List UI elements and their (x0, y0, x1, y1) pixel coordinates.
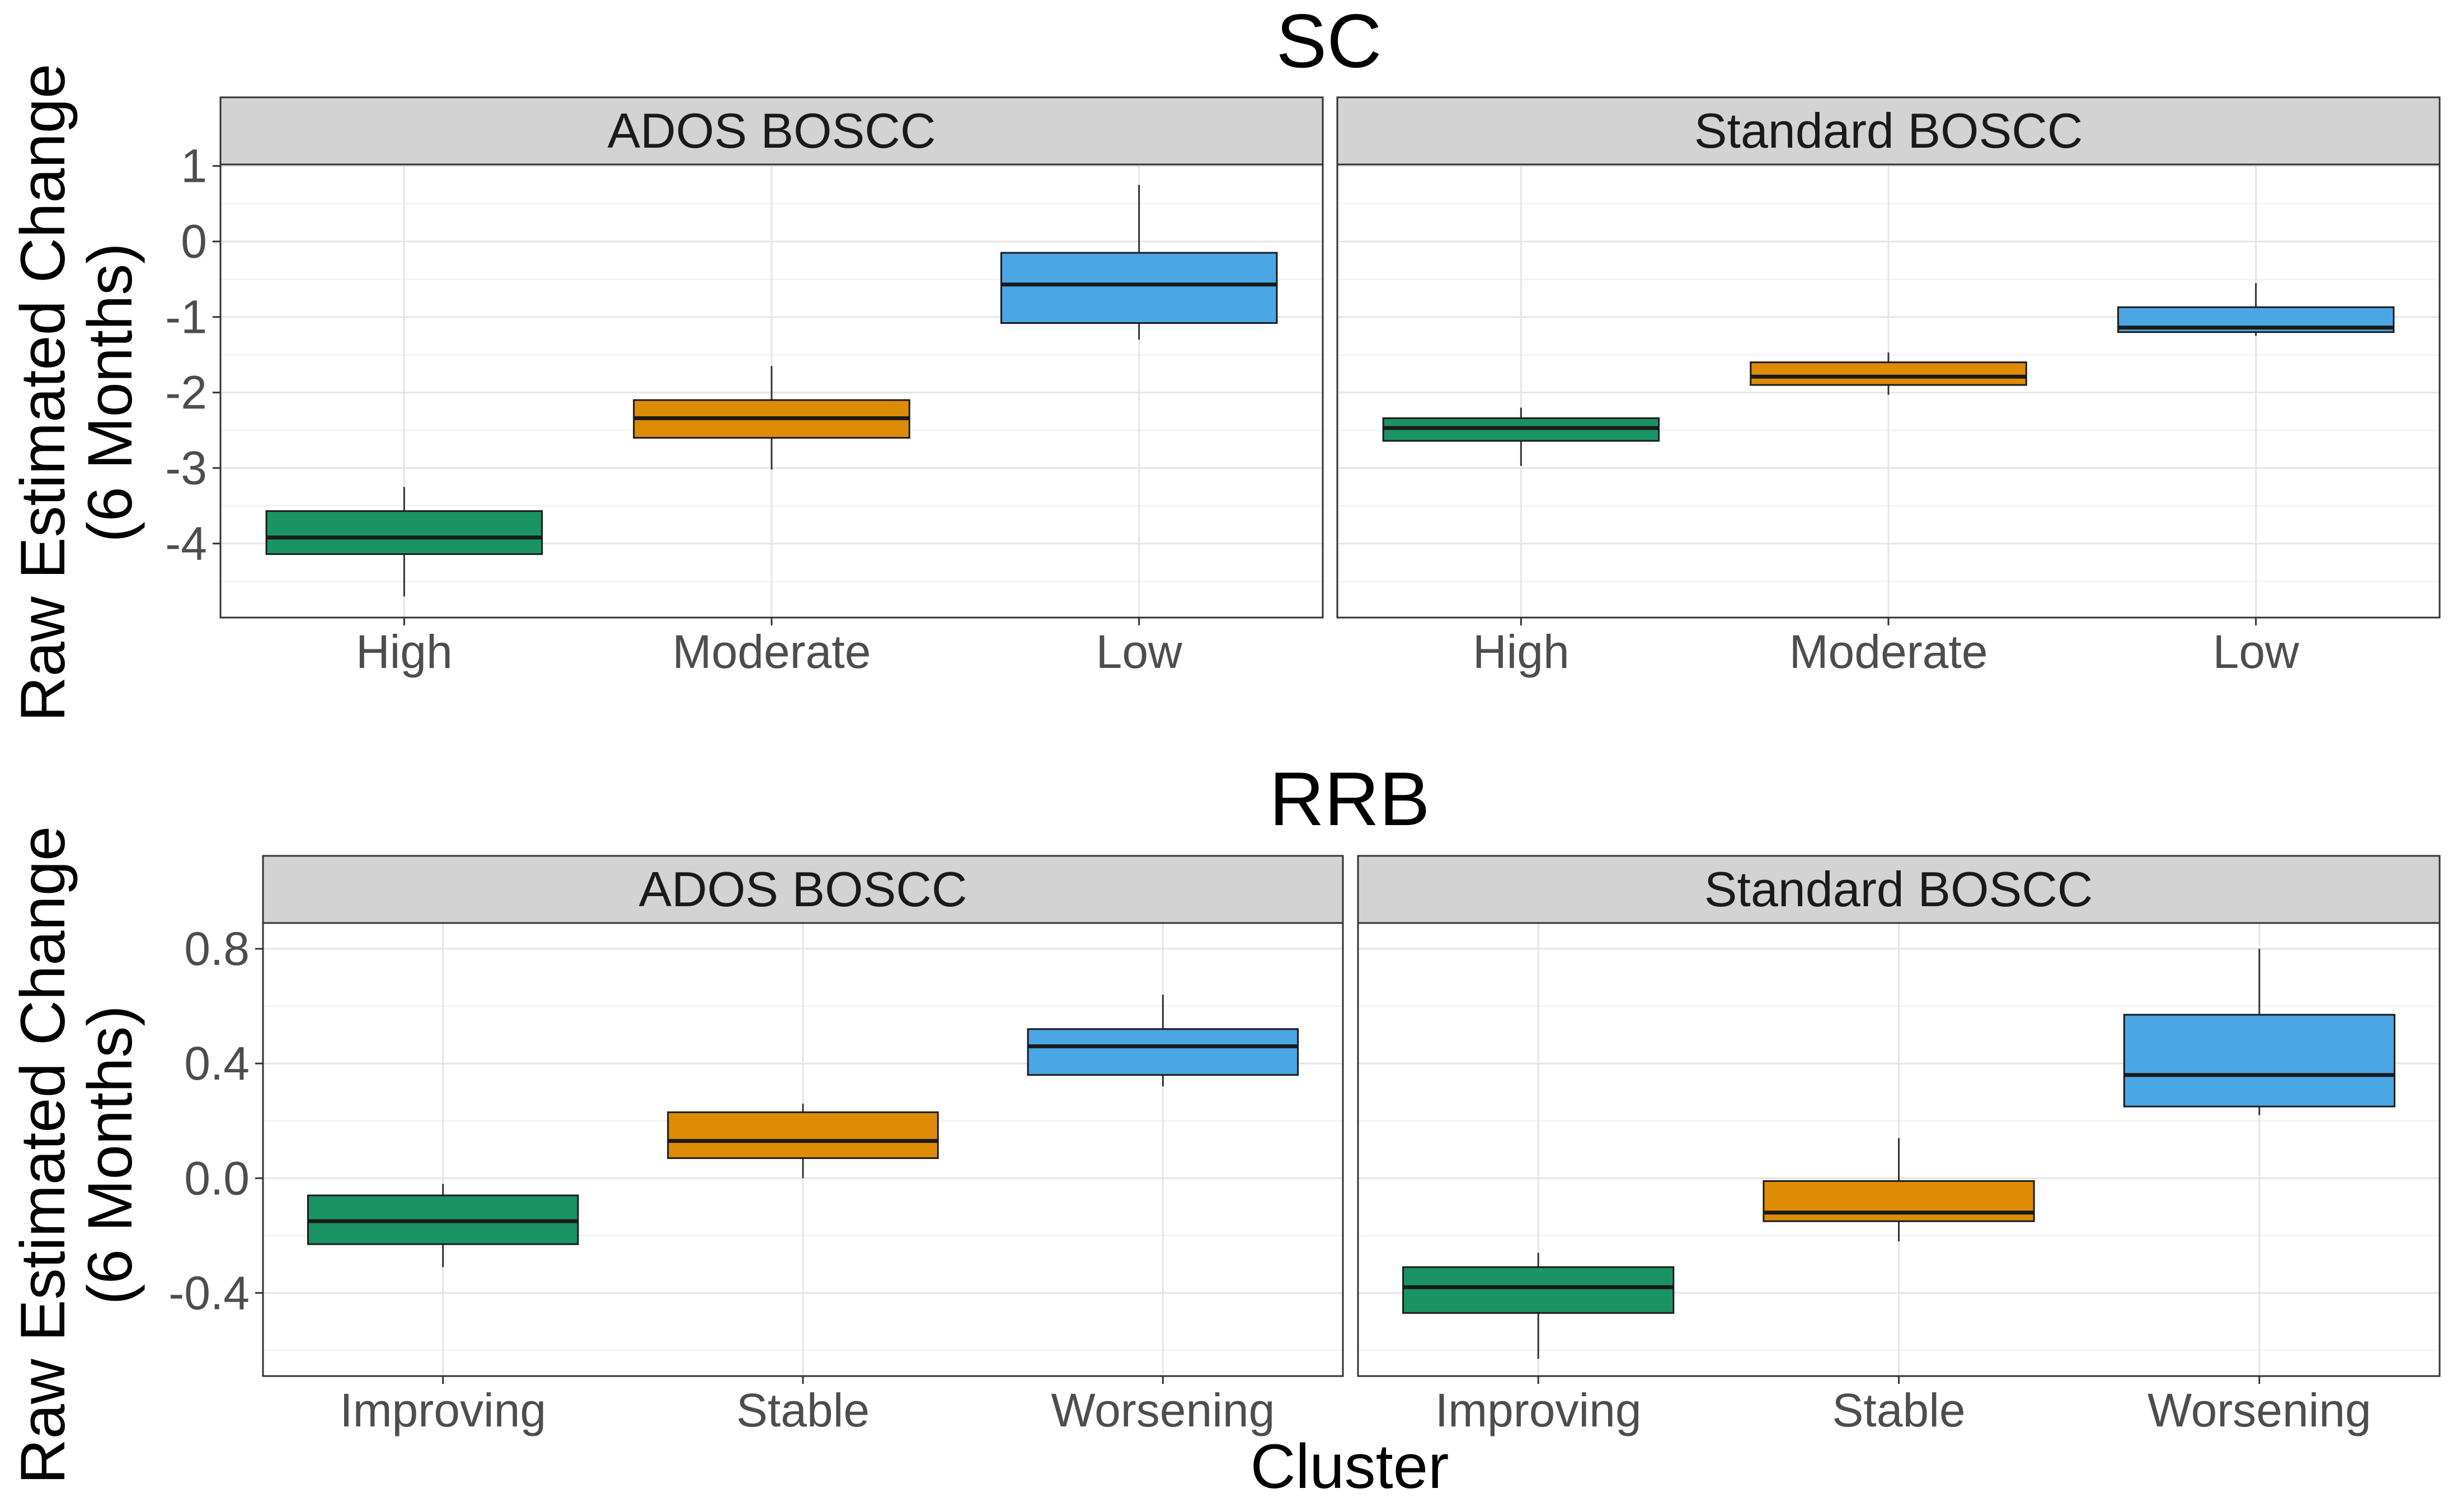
box-worsening (1027, 995, 1299, 1087)
box-iqr (667, 1111, 939, 1159)
strip-bg-rrb-standard (1357, 855, 2441, 924)
boxes-rrb-ados (307, 995, 1299, 1268)
box-high (1382, 407, 1660, 466)
y-tick-label: -1 (165, 291, 207, 343)
y-axis-label-sc-line1: Raw Estimated Change (8, 64, 78, 722)
y-tick-label: 0.4 (184, 1037, 250, 1090)
strip-label-sc-ados: ADOS BOSCC (608, 103, 936, 158)
boxes-sc-standard (1382, 282, 2395, 466)
panel-sc-ados: ADOS BOSCC High Moderate Low (219, 96, 1324, 678)
box-iqr (1763, 1180, 2035, 1222)
strip-bg-rrb-ados (262, 855, 1344, 924)
x-ticks-rrb-standard: Improving Stable Worsening (1435, 1376, 2371, 1436)
x-ticks-sc-ados: High Moderate Low (356, 618, 1182, 678)
box-stable (667, 1103, 939, 1179)
y-tick-label: 0.0 (184, 1152, 250, 1204)
box-low (1000, 185, 1278, 340)
box-iqr (2123, 1014, 2395, 1108)
box-stable (1763, 1138, 2035, 1242)
box-worsening (2123, 949, 2395, 1115)
x-ticks-sc-standard: High Moderate Low (1473, 618, 2299, 678)
panel-sc-standard: Standard BOSCC High Moderate Low (1336, 96, 2441, 678)
x-tick-label: Moderate (1789, 625, 1988, 678)
x-tick-label: Low (2213, 625, 2299, 678)
panel-rrb-standard: Standard BOSCC Improving Stable Worsening (1357, 855, 2441, 1436)
x-tick-label: Low (1096, 625, 1182, 678)
box-iqr (1402, 1266, 1675, 1314)
y-tick-label: -2 (165, 366, 207, 419)
x-tick-label: Stable (736, 1384, 870, 1436)
y-tick-label: 0.8 (184, 922, 250, 975)
x-ticks-rrb-ados: Improving Stable Worsening (340, 1376, 1275, 1436)
box-improving (307, 1184, 579, 1268)
y-tick-label: 1 (181, 140, 207, 192)
chart-title-rrb: RRB (1269, 756, 1430, 841)
box-iqr (1027, 1028, 1299, 1076)
y-axis-label-rrb-line2: (6 Months) (75, 1005, 145, 1304)
box-improving (1402, 1252, 1675, 1359)
box-moderate (633, 366, 910, 470)
strip-bg-sc-standard (1336, 96, 2441, 166)
strip-label-rrb-ados: ADOS BOSCC (639, 861, 967, 917)
box-high (265, 487, 543, 597)
y-axis-label-sc-line2: (6 Months) (75, 243, 145, 542)
boxes-rrb-standard (1402, 949, 2395, 1359)
x-tick-label: Worsening (2148, 1384, 2371, 1436)
box-moderate (1750, 352, 2027, 395)
boxes-sc-ados (265, 185, 1278, 597)
y-ticks-sc: 1 0 -1 -2 -3 -4 (165, 140, 220, 570)
y-tick-label: -4 (165, 517, 207, 570)
panel-rrb-ados: ADOS BOSCC Improving Stable Worsening (262, 855, 1344, 1436)
x-tick-label: Improving (1435, 1384, 1642, 1436)
box-low (2117, 282, 2395, 336)
strip-label-sc-standard: Standard BOSCC (1694, 103, 2083, 158)
box-iqr (1750, 361, 2027, 386)
x-axis-label: Cluster (1251, 1431, 1449, 1501)
y-tick-label: -0.4 (168, 1266, 250, 1319)
y-tick-label: 0 (181, 215, 207, 268)
chart-title-sc: SC (1276, 0, 1382, 83)
x-tick-label: High (1473, 625, 1570, 678)
box-iqr (265, 510, 543, 555)
x-tick-label: Stable (1832, 1384, 1965, 1436)
strip-label-rrb-standard: Standard BOSCC (1704, 861, 2093, 917)
x-tick-label: Improving (340, 1384, 546, 1436)
y-tick-label: -3 (165, 442, 207, 494)
x-tick-label: Moderate (673, 625, 871, 678)
y-ticks-rrb: 0.8 0.4 0.0 -0.4 (168, 922, 263, 1319)
x-tick-label: Worsening (1051, 1384, 1275, 1436)
x-tick-label: High (356, 625, 453, 678)
y-axis-label-rrb-line1: Raw Estimated Change (8, 826, 78, 1485)
box-iqr (1000, 252, 1278, 324)
